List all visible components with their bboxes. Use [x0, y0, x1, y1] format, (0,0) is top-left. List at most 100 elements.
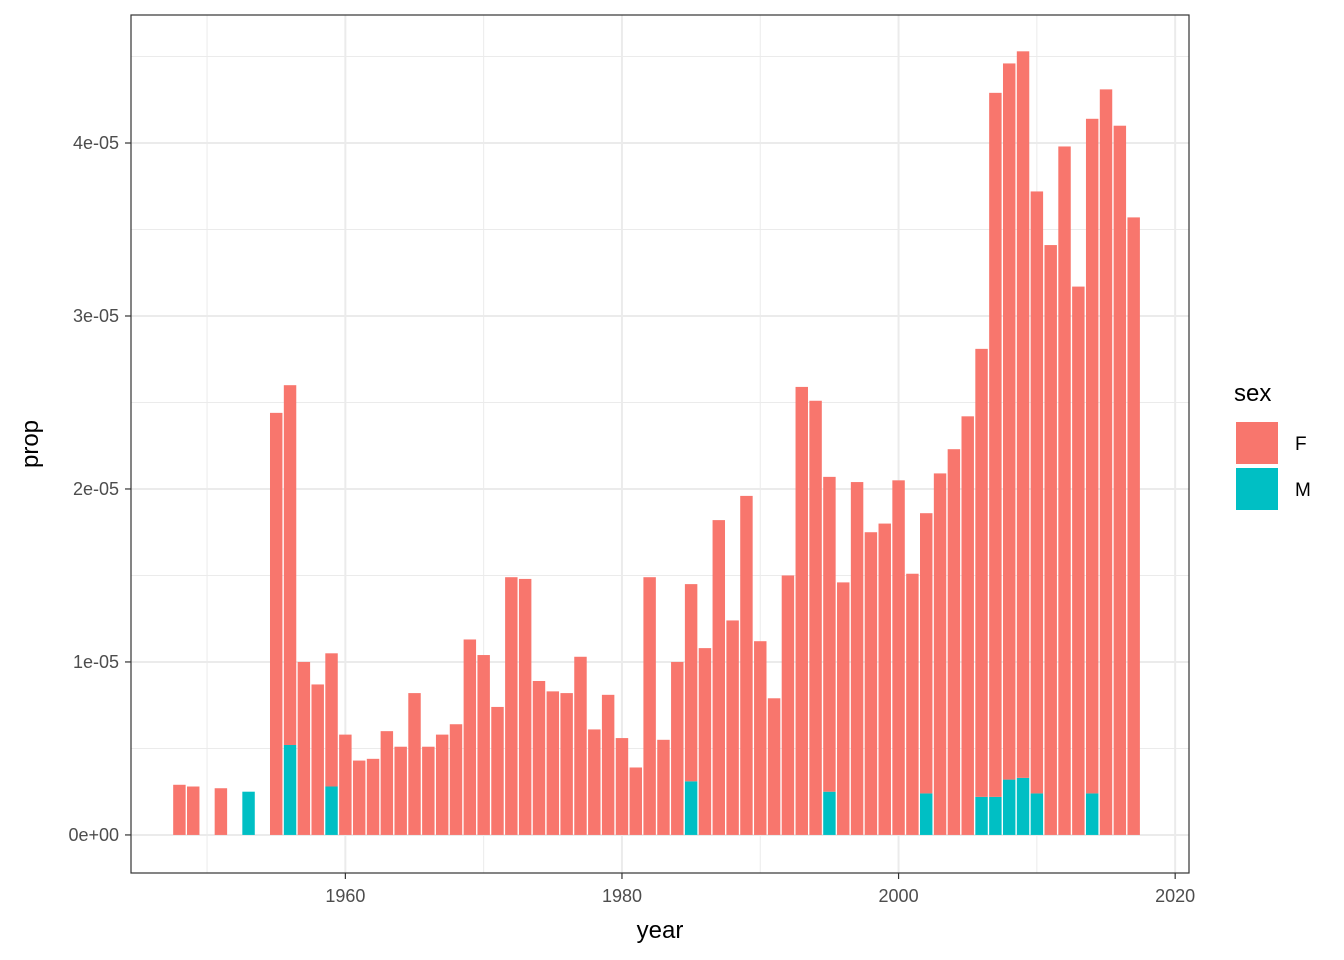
bar-F-1962 [366, 758, 380, 835]
bar-M-1959 [325, 786, 338, 835]
bar-F-1965 [408, 693, 421, 835]
bar-F-1996 [837, 582, 850, 835]
bar-F-1966 [422, 746, 435, 835]
y-tick-label: 1e-05 [73, 652, 119, 672]
bar-F-1949 [187, 786, 200, 835]
bar-M-1956 [283, 744, 297, 835]
bar-F-2010 [1030, 191, 1044, 794]
bar-M-2014 [1085, 793, 1099, 835]
bar-F-2009 [1016, 51, 1030, 778]
bar-F-2006 [975, 348, 988, 797]
bar-F-1990 [754, 641, 767, 835]
legend-key-F [1236, 422, 1278, 464]
bar-F-1963 [380, 731, 394, 835]
bars [173, 51, 1140, 835]
bar-F-1974 [532, 680, 546, 835]
bar-F-1981 [629, 767, 643, 835]
bar-F-1991 [767, 698, 781, 835]
y-tick-label: 4e-05 [73, 133, 119, 153]
legend: sex FM [1234, 380, 1311, 510]
bar-F-1951 [214, 788, 228, 835]
y-tick-label: 2e-05 [73, 479, 119, 499]
bar-F-1964 [394, 746, 407, 835]
bar-F-1982 [643, 577, 656, 835]
y-axis-title: prop [17, 420, 44, 468]
bar-F-1983 [657, 739, 670, 835]
bar-F-2004 [947, 449, 961, 835]
bar-F-1957 [297, 661, 311, 835]
bar-F-1961 [352, 760, 366, 835]
bar-F-1977 [574, 656, 587, 835]
bar-F-1973 [518, 578, 532, 835]
x-tick-label: 2020 [1155, 886, 1195, 906]
bar-F-1967 [435, 734, 449, 835]
x-tick-label: 1960 [325, 886, 365, 906]
bar-F-1999 [878, 523, 891, 835]
bar-M-2007 [989, 796, 1002, 835]
bar-F-1955 [269, 412, 283, 835]
bar-F-1994 [809, 400, 822, 835]
bar-F-1997 [850, 482, 864, 835]
bar-F-1995 [823, 476, 836, 792]
bar-M-1985 [684, 781, 698, 835]
bar-F-2017 [1127, 217, 1140, 835]
bar-F-1985 [684, 584, 698, 782]
x-axis: 1960 1980 2000 2020 [325, 873, 1195, 906]
bar-F-1970 [477, 655, 490, 835]
plot-panel-border [130, 14, 1190, 874]
bar-F-1992 [781, 575, 795, 835]
bar-F-1986 [698, 648, 712, 835]
bar-F-1959 [325, 653, 338, 787]
bar-F-1979 [601, 694, 615, 835]
bar-F-2013 [1072, 286, 1085, 835]
y-axis: 0e+00 1e-05 2e-05 3e-05 4e-05 [68, 133, 131, 845]
x-tick-label: 1980 [602, 886, 642, 906]
bar-F-1975 [546, 691, 560, 835]
bar-M-2008 [1002, 779, 1016, 835]
x-tick-label: 2000 [879, 886, 919, 906]
bar-M-2002 [920, 793, 933, 835]
bar-M-1995 [823, 791, 836, 835]
bar-F-2008 [1002, 63, 1016, 780]
bar-F-1960 [339, 734, 352, 835]
legend-label-M: M [1295, 480, 1311, 501]
bar-F-2000 [892, 480, 905, 835]
bar-F-2005 [961, 416, 974, 835]
bar-M-2010 [1030, 793, 1044, 835]
x-axis-title: year [637, 917, 684, 944]
bar-F-1978 [588, 729, 601, 835]
bar-F-2012 [1058, 146, 1071, 835]
bar-F-1984 [671, 661, 684, 835]
bar-F-1972 [505, 577, 518, 835]
bar-F-1980 [615, 738, 629, 835]
legend-items: FM [1236, 422, 1311, 510]
bar-F-1958 [311, 684, 324, 835]
bar-F-1968 [449, 724, 463, 835]
bar-F-2016 [1113, 125, 1127, 835]
bar-F-1998 [864, 532, 878, 835]
bar-F-2002 [920, 513, 933, 794]
bar-F-1989 [740, 495, 753, 835]
bar-F-1971 [491, 706, 504, 835]
bar-F-2011 [1044, 245, 1057, 835]
legend-label-F: F [1295, 434, 1307, 455]
bar-F-2003 [933, 473, 947, 835]
bar-F-1988 [726, 620, 739, 835]
bar-M-2006 [975, 796, 988, 835]
bar-F-1969 [463, 639, 477, 835]
bar-F-1987 [712, 520, 726, 835]
bar-F-1993 [795, 386, 808, 835]
y-tick-label: 0e+00 [68, 825, 119, 845]
bar-F-2007 [989, 92, 1002, 797]
bar-F-2001 [906, 573, 919, 835]
legend-key-M [1236, 468, 1278, 510]
bar-M-1953 [242, 791, 255, 835]
bar-F-1956 [283, 385, 297, 745]
bar-M-2009 [1016, 777, 1030, 835]
y-tick-label: 3e-05 [73, 306, 119, 326]
bar-F-1948 [173, 784, 186, 835]
bar-F-2014 [1085, 118, 1099, 794]
bar-F-2015 [1099, 89, 1113, 835]
bar-F-1976 [560, 693, 573, 835]
